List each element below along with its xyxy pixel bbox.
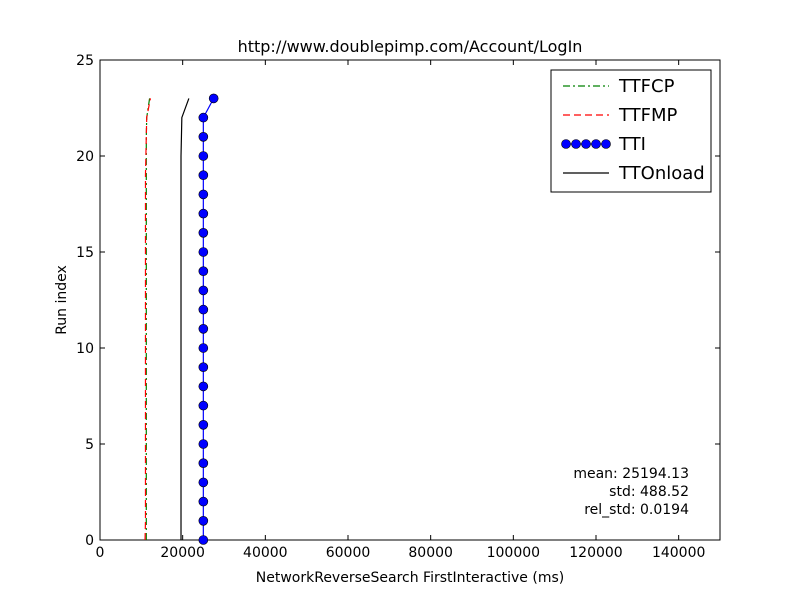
data-point-tti (198, 323, 209, 334)
series-layer (144, 93, 219, 545)
data-point-tti (208, 93, 219, 104)
x-tick-label: 80000 (408, 545, 453, 561)
series-line-ttonload (180, 98, 190, 540)
data-point-tti (198, 439, 209, 449)
data-point-tti (198, 362, 209, 373)
data-point-tti (198, 228, 209, 238)
legend-label-ttfmp: TTFMP (618, 105, 678, 126)
stats-annotation: mean: 25194.13 std: 488.52 rel_std: 0.0194 (573, 466, 689, 518)
data-point-tti (198, 515, 209, 526)
x-axis: 0 20000 40000 60000 80000 100000 120000 140000 (96, 60, 705, 561)
y-tick-label: 25 (76, 53, 94, 69)
y-tick-label: 0 (85, 533, 94, 549)
chart-title: http://www.doublepimp.com/Account/LogIn (238, 37, 583, 56)
x-axis-label: NetworkReverseSearch FirstInteractive (m… (256, 570, 564, 586)
series-line-ttfmp (144, 98, 152, 541)
data-point-tti (198, 112, 209, 123)
legend-marker-tti (591, 139, 601, 149)
x-tick-label: 60000 (326, 545, 371, 561)
x-tick-label: 140000 (652, 545, 705, 561)
data-point-tti (198, 400, 209, 411)
data-point-tti (198, 170, 209, 180)
data-point-tti (198, 304, 209, 315)
y-tick-label: 15 (76, 245, 94, 261)
legend-marker-tti (561, 139, 571, 149)
x-tick-label: 20000 (160, 545, 205, 561)
y-axis-label: Run index (54, 265, 70, 335)
legend-label-ttonload: TTOnload (618, 163, 705, 184)
data-point-tti (198, 132, 209, 142)
data-point-tti (198, 247, 209, 257)
legend-marker-tti (601, 139, 611, 149)
y-axis: 0 5 10 15 20 25 (76, 53, 720, 549)
data-point-tti (198, 189, 209, 200)
data-point-tti (198, 343, 209, 353)
y-tick-label: 20 (76, 149, 94, 165)
data-point-tti (198, 477, 209, 488)
y-tick-label: 10 (76, 341, 94, 357)
series-line-ttfcp (145, 98, 151, 540)
legend-marker-tti (581, 139, 591, 149)
plot-frame (99, 59, 721, 541)
stats-annotation-line: rel_std: 0.0194 (584, 502, 689, 518)
data-point-tti (198, 419, 209, 430)
data-point-tti (198, 535, 209, 545)
x-tick-label: 100000 (487, 545, 540, 561)
legend-marker-tti (571, 139, 581, 149)
x-tick-label: 0 (96, 545, 105, 561)
data-point-tti (198, 151, 209, 161)
x-tick-label: 120000 (569, 545, 622, 561)
x-tick-label: 40000 (243, 545, 288, 561)
stats-annotation-line: mean: 25194.13 (573, 466, 689, 482)
data-point-tti (198, 458, 209, 469)
stats-annotation-line: std: 488.52 (609, 484, 689, 500)
legend-label-ttfcp: TTFCP (618, 76, 675, 97)
legend: TTFCP TTFMP TTI TTOnload (550, 69, 712, 193)
data-point-tti (198, 496, 209, 507)
y-tick-label: 5 (85, 437, 94, 453)
plot-area: 0 20000 40000 60000 80000 100000 120000 140000 … (76, 53, 721, 561)
data-point-tti (198, 285, 209, 296)
data-point-tti (198, 208, 209, 219)
data-point-tti (198, 266, 209, 277)
legend-box (550, 69, 712, 193)
legend-label-tti: TTI (618, 134, 646, 155)
data-point-tti (198, 381, 209, 392)
